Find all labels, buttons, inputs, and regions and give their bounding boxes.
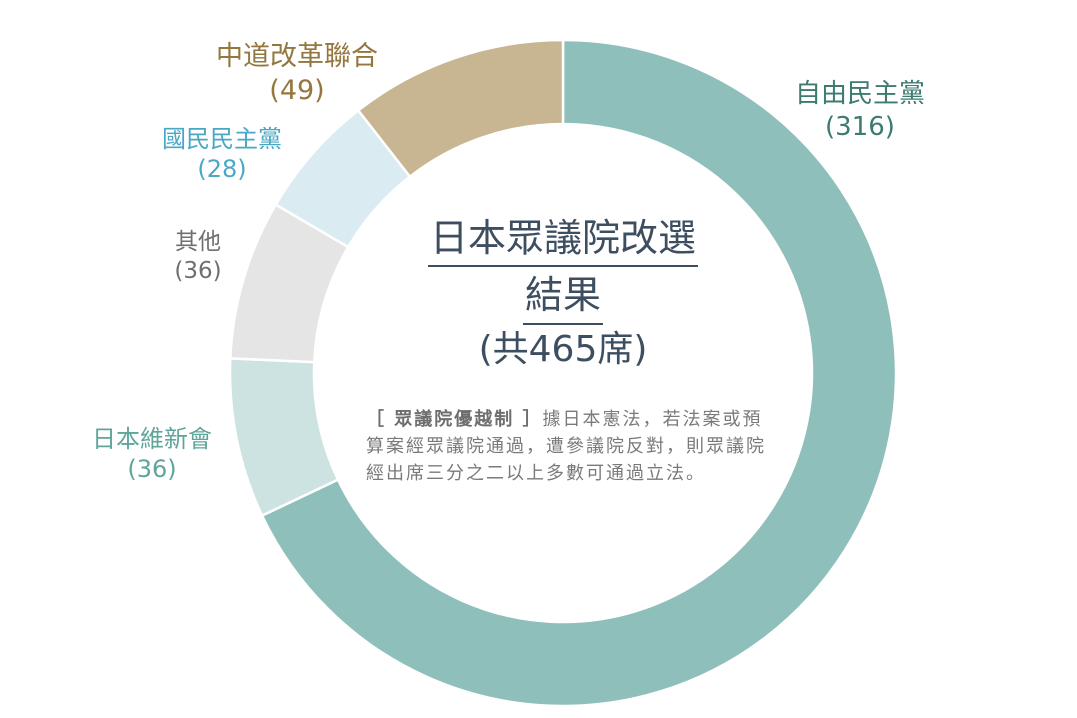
donut-slices <box>228 38 898 708</box>
note-text: ［ 眾議院優越制 ］據日本憲法，若法案或預算案經眾議院通過，遭參議院反對，則眾議… <box>366 406 771 487</box>
label-chudo-value: (49) <box>269 74 325 106</box>
chart-title: 日本眾議院改選 結果 (共465席) <box>427 214 699 374</box>
chart-subtitle: (共465席) <box>478 328 648 370</box>
label-dpfp-name: 國民民主黨 <box>162 125 282 153</box>
chart-title-line1: 日本眾議院改選 <box>427 214 699 268</box>
label-others-value: (36) <box>174 257 222 284</box>
label-ldp-name: 自由民主黨 <box>794 79 926 109</box>
label-ishin-value: (36) <box>127 455 177 483</box>
note-body: 據日本憲法，若法案或預算案經眾議院通過，遭參議院反對，則眾議院經出席三分之二以上… <box>366 409 766 484</box>
label-chudo: 中道改革聯合 (49) <box>216 40 378 108</box>
label-dpfp-value: (28) <box>197 155 247 183</box>
label-chudo-name: 中道改革聯合 <box>216 41 378 72</box>
note-heading: ［ 眾議院優越制 ］ <box>366 409 543 430</box>
label-ishin: 日本維新會 (36) <box>92 424 212 484</box>
label-dpfp: 國民民主黨 (28) <box>162 124 282 184</box>
chart-title-line2: 結果 <box>522 271 604 325</box>
label-others-name: 其他 <box>175 229 221 255</box>
label-ldp-value: (316) <box>825 111 895 142</box>
label-others: 其他 (36) <box>174 228 221 286</box>
label-ishin-name: 日本維新會 <box>92 425 212 453</box>
label-ldp: 自由民主黨 (316) <box>795 78 925 143</box>
slice-ldp <box>260 38 898 708</box>
slice-chudo <box>356 38 565 179</box>
